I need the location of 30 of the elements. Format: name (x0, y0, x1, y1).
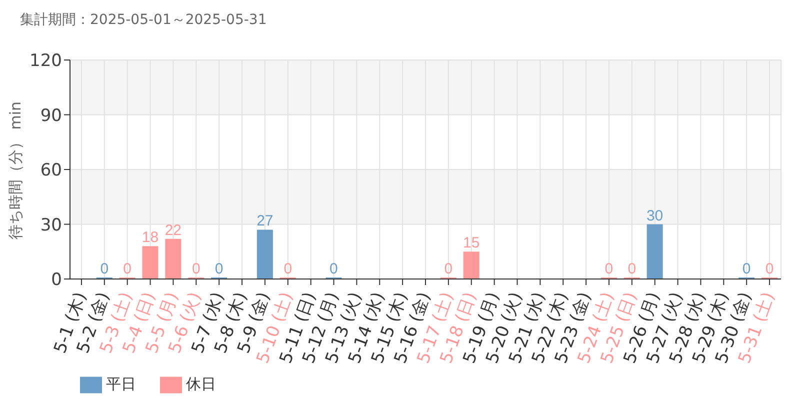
data-label: 0 (628, 260, 636, 278)
data-label: 0 (123, 260, 132, 278)
legend-label: 休日 (186, 375, 216, 394)
y-tick-label: 90 (40, 106, 62, 126)
data-label: 0 (742, 260, 751, 278)
data-label: 30 (646, 207, 664, 224)
bar (463, 252, 480, 279)
data-label: 0 (330, 260, 338, 278)
legend-label: 平日 (106, 375, 136, 394)
bar (165, 238, 182, 279)
chart-title: 集計期間：2025-05-01～2025-05-31 (20, 11, 267, 29)
data-label: 15 (463, 234, 480, 252)
data-label: 22 (164, 222, 182, 239)
y-tick-label: 60 (40, 160, 62, 181)
y-tick-label: 30 (40, 215, 62, 236)
data-label: 27 (256, 212, 274, 230)
bar (646, 224, 663, 279)
y-tick-label: 120 (30, 51, 62, 72)
data-label: 0 (444, 260, 453, 278)
y-axis-title: 待ち時間（分） min (6, 101, 24, 240)
data-label: 0 (765, 260, 774, 278)
data-label: 0 (604, 260, 614, 278)
data-label: 18 (142, 229, 159, 246)
y-tick-label: 0 (51, 270, 62, 290)
data-label: 0 (214, 260, 224, 278)
bar (142, 246, 158, 279)
data-label: 0 (192, 260, 200, 278)
data-label: 0 (100, 260, 109, 278)
bar (256, 230, 273, 279)
data-label: 0 (284, 260, 292, 278)
